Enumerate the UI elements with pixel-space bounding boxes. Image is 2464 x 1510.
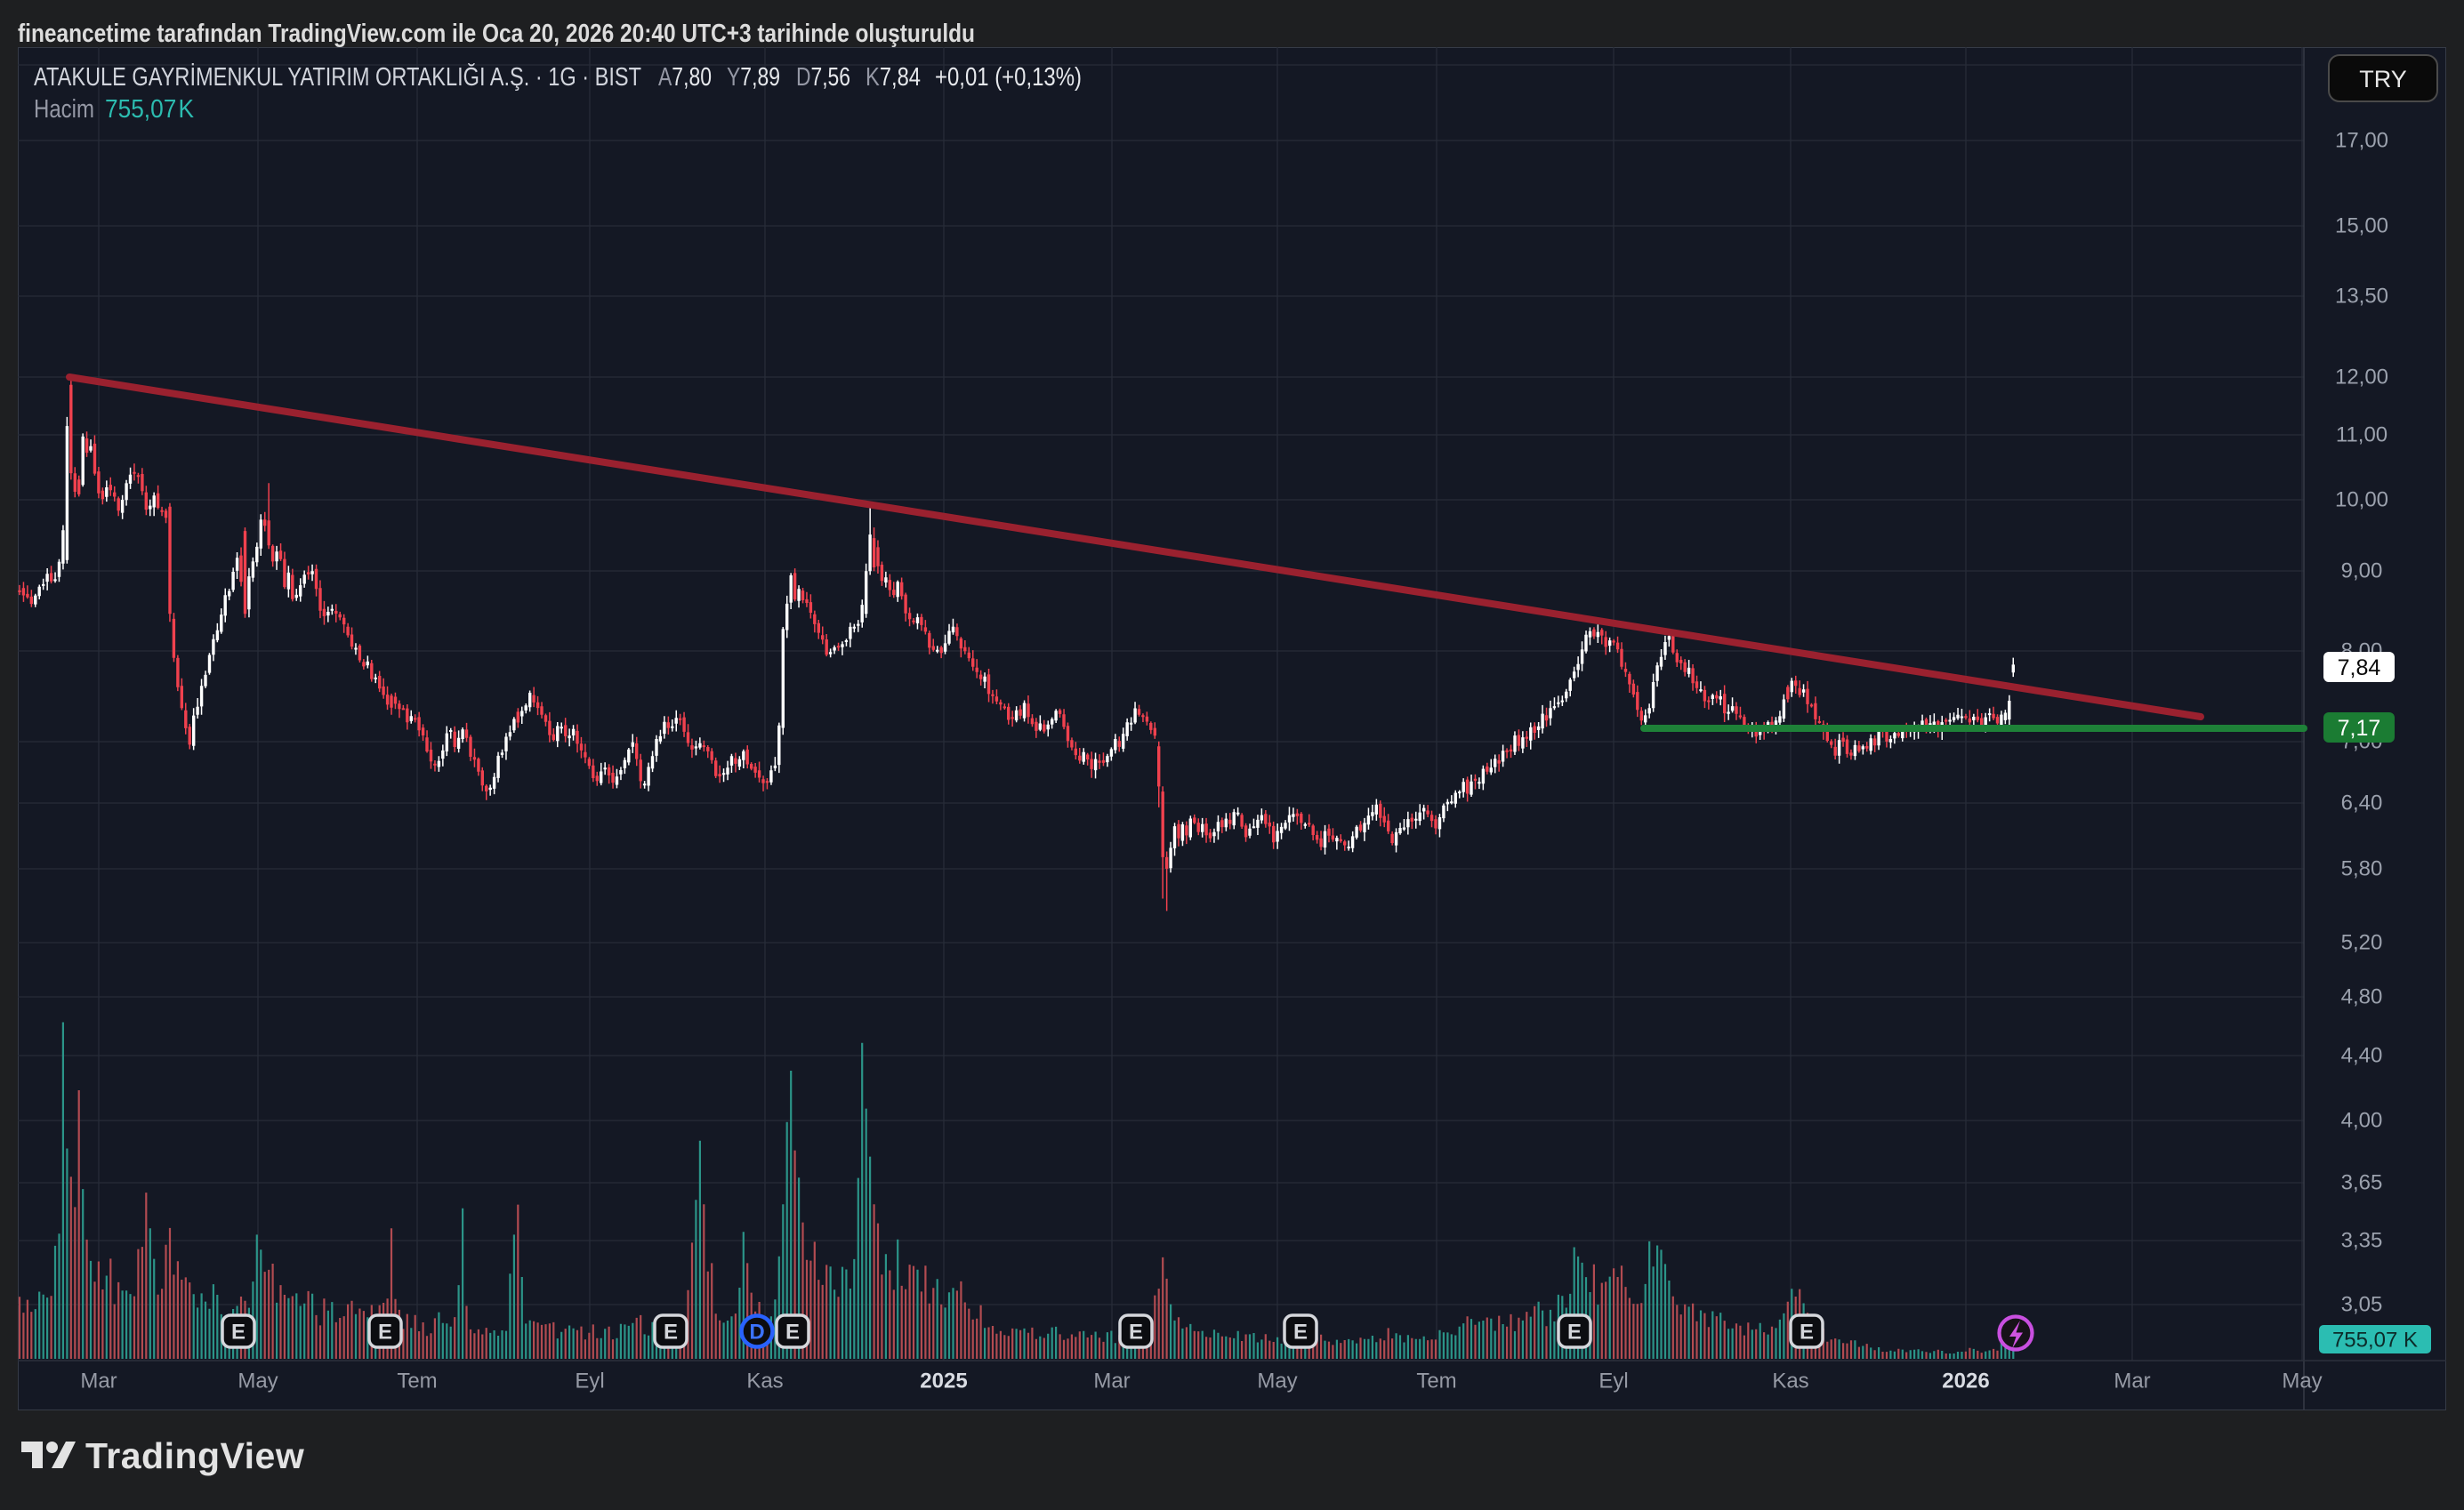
svg-text:Kas: Kas <box>1772 1369 1808 1394</box>
svg-text:E: E <box>1129 1321 1143 1345</box>
svg-text:E: E <box>1567 1321 1582 1345</box>
svg-text:7,84: 7,84 <box>2338 655 2381 680</box>
svg-text:TradingView: TradingView <box>85 1435 304 1476</box>
svg-text:D7,56: D7,56 <box>796 63 850 92</box>
svg-text:3,35: 3,35 <box>2341 1229 2383 1253</box>
svg-text:2026: 2026 <box>1942 1369 1989 1394</box>
svg-text:9,00: 9,00 <box>2341 559 2383 583</box>
svg-text:3,65: 3,65 <box>2341 1171 2383 1195</box>
svg-text:TRY: TRY <box>2359 66 2407 92</box>
svg-text:11,00: 11,00 <box>2336 423 2388 447</box>
svg-text:13,50: 13,50 <box>2335 285 2388 309</box>
svg-text:4,40: 4,40 <box>2341 1044 2383 1068</box>
svg-text:10,00: 10,00 <box>2335 488 2388 512</box>
svg-text:5,20: 5,20 <box>2341 931 2383 955</box>
svg-text:Y7,89: Y7,89 <box>727 63 780 92</box>
svg-text:Mar: Mar <box>80 1369 117 1394</box>
svg-text:4,80: 4,80 <box>2341 985 2383 1009</box>
svg-text:Mar: Mar <box>2114 1369 2150 1394</box>
svg-text:+0,01 (+0,13%): +0,01 (+0,13%) <box>935 63 1082 92</box>
svg-text:6,40: 6,40 <box>2341 791 2383 815</box>
svg-text:17,00: 17,00 <box>2335 129 2388 153</box>
svg-text:E: E <box>1293 1321 1308 1345</box>
svg-text:5,80: 5,80 <box>2341 857 2383 881</box>
svg-text:15,00: 15,00 <box>2335 214 2388 238</box>
svg-text:4,00: 4,00 <box>2341 1109 2383 1133</box>
svg-text:3,05: 3,05 <box>2341 1293 2383 1317</box>
svg-text:755,07 K: 755,07 K <box>2332 1329 2418 1353</box>
svg-text:E: E <box>378 1321 392 1345</box>
svg-text:Kas: Kas <box>746 1369 783 1394</box>
svg-text:fineancetime tarafından Tradin: fineancetime tarafından TradingView.com … <box>18 20 975 48</box>
svg-text:ATAKULE GAYRİMENKUL YATIRIM OR: ATAKULE GAYRİMENKUL YATIRIM ORTAKLIĞI A.… <box>34 62 641 92</box>
svg-text:E: E <box>231 1321 246 1345</box>
svg-text:7,17: 7,17 <box>2338 716 2381 741</box>
svg-text:K7,84: K7,84 <box>866 63 921 92</box>
svg-text:May: May <box>238 1369 278 1394</box>
svg-text:2025: 2025 <box>920 1369 967 1394</box>
svg-text:E: E <box>785 1321 800 1345</box>
svg-text:A7,80: A7,80 <box>658 63 712 92</box>
svg-text:May: May <box>1257 1369 1297 1394</box>
svg-text:Tem: Tem <box>1416 1369 1456 1394</box>
svg-text:D: D <box>749 1321 764 1345</box>
svg-text:755,07 K: 755,07 K <box>105 95 195 124</box>
svg-text:Mar: Mar <box>1093 1369 1130 1394</box>
svg-text:May: May <box>2282 1369 2322 1394</box>
svg-text:Hacim: Hacim <box>34 95 94 124</box>
svg-text:Eyl: Eyl <box>1598 1369 1628 1394</box>
svg-text:Eyl: Eyl <box>575 1369 604 1394</box>
svg-text:Tem: Tem <box>397 1369 437 1394</box>
svg-text:12,00: 12,00 <box>2335 365 2388 390</box>
svg-text:E: E <box>664 1321 678 1345</box>
svg-text:E: E <box>1800 1321 1814 1345</box>
